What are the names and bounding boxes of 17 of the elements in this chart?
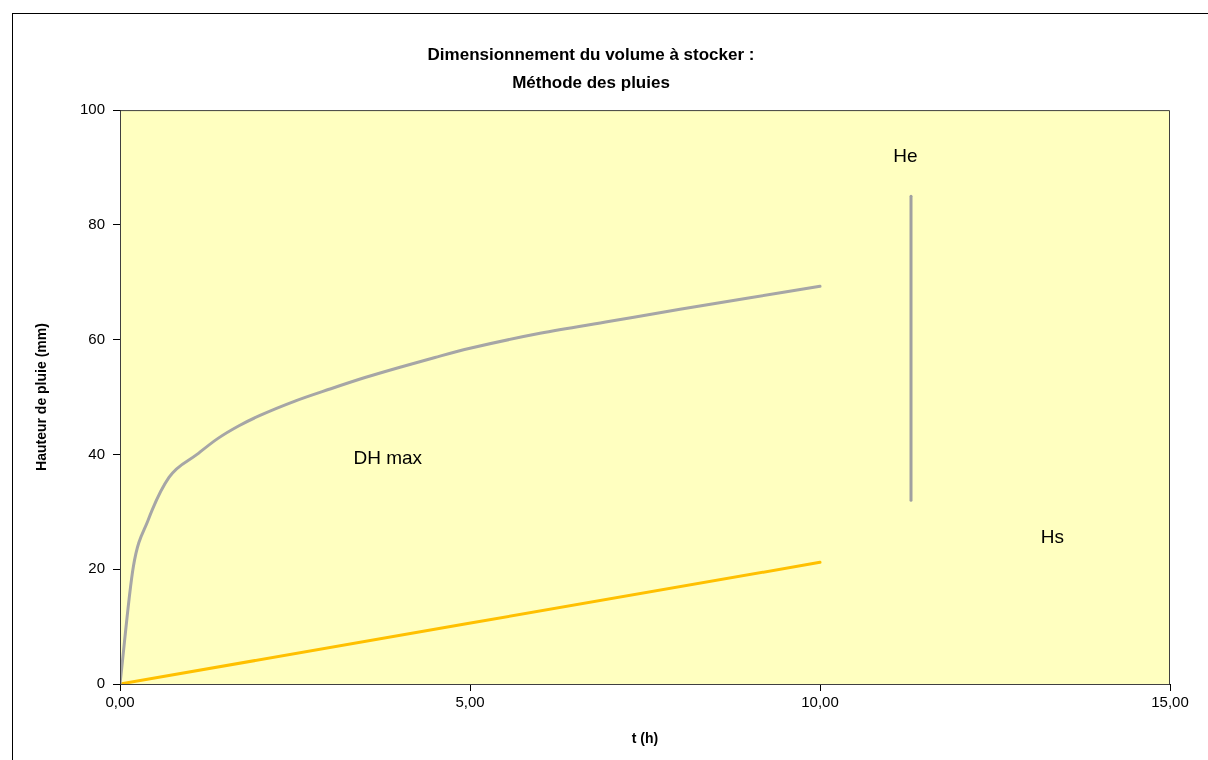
- x-tick-label: 0,00: [105, 693, 135, 711]
- line-series: [120, 284, 822, 684]
- x-tick-label: 10,00: [801, 693, 839, 711]
- y-tick-label: 20: [88, 559, 105, 577]
- x-tick-label: 5,00: [455, 693, 485, 711]
- y-axis-title: Hauteur de pluie (mm): [33, 323, 50, 471]
- y-tick-label: 100: [79, 100, 105, 118]
- annotation: He: [893, 145, 918, 167]
- y-tick-label: 0: [96, 674, 105, 692]
- x-axis-title: t (h): [631, 730, 659, 747]
- y-tick-label: 40: [88, 444, 105, 462]
- annotation: DH max: [353, 447, 423, 469]
- y-tick-label: 60: [88, 329, 105, 347]
- annotation: Hs: [1040, 526, 1065, 548]
- y-tick-label: 80: [88, 215, 105, 233]
- x-tick-label: 15,00: [1151, 693, 1189, 711]
- chart-title: Dimensionnement du volume à stocker : Méthode des pluies: [427, 44, 755, 92]
